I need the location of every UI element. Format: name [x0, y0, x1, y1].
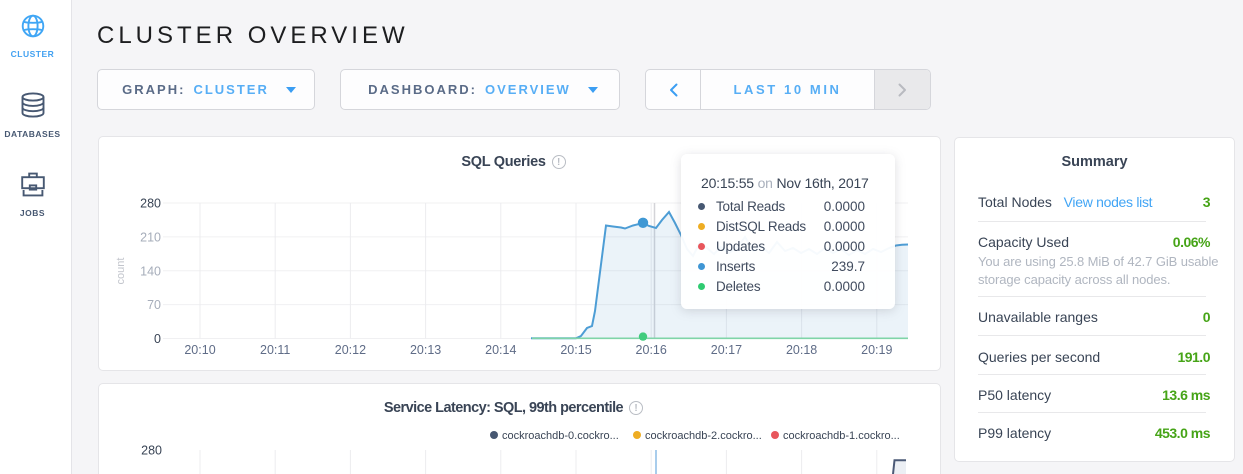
svg-text:20:14: 20:14 — [485, 343, 516, 357]
svg-text:20:13: 20:13 — [410, 343, 441, 357]
svg-text:20:18: 20:18 — [786, 343, 817, 357]
svg-text:20:11: 20:11 — [260, 343, 290, 357]
svg-text:280: 280 — [141, 444, 162, 458]
svg-text:cockroachdb-1.cockro...: cockroachdb-1.cockro... — [783, 430, 900, 442]
svg-text:140: 140 — [140, 264, 161, 278]
svg-text:0: 0 — [154, 332, 161, 346]
svg-text:cockroachdb-2.cockro...: cockroachdb-2.cockro... — [645, 430, 762, 442]
svg-text:280: 280 — [140, 197, 161, 211]
svg-text:70: 70 — [147, 298, 161, 312]
svg-text:count: count — [115, 258, 127, 285]
svg-text:20:12: 20:12 — [335, 343, 366, 357]
svg-text:20:15: 20:15 — [560, 343, 591, 357]
svg-text:20:10: 20:10 — [184, 343, 215, 357]
svg-text:20:19: 20:19 — [861, 343, 892, 357]
svg-text:20:17: 20:17 — [711, 343, 742, 357]
svg-text:210: 210 — [140, 230, 161, 244]
svg-text:cockroachdb-0.cockro...: cockroachdb-0.cockro... — [502, 430, 619, 442]
svg-text:20:16: 20:16 — [636, 343, 667, 357]
